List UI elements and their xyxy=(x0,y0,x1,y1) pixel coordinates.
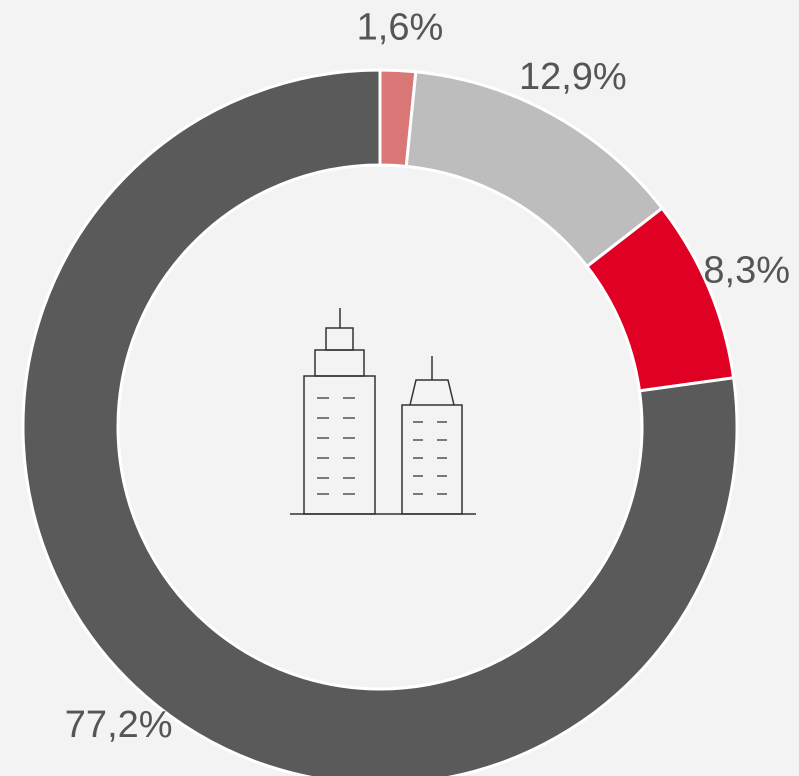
value-label: 1,6% xyxy=(357,7,444,49)
value-label: 8,3% xyxy=(703,249,790,291)
buildings-icon xyxy=(290,308,476,515)
value-label: 77,2% xyxy=(65,704,173,746)
donut-segment xyxy=(21,68,739,776)
value-label: 12,9% xyxy=(519,56,627,98)
